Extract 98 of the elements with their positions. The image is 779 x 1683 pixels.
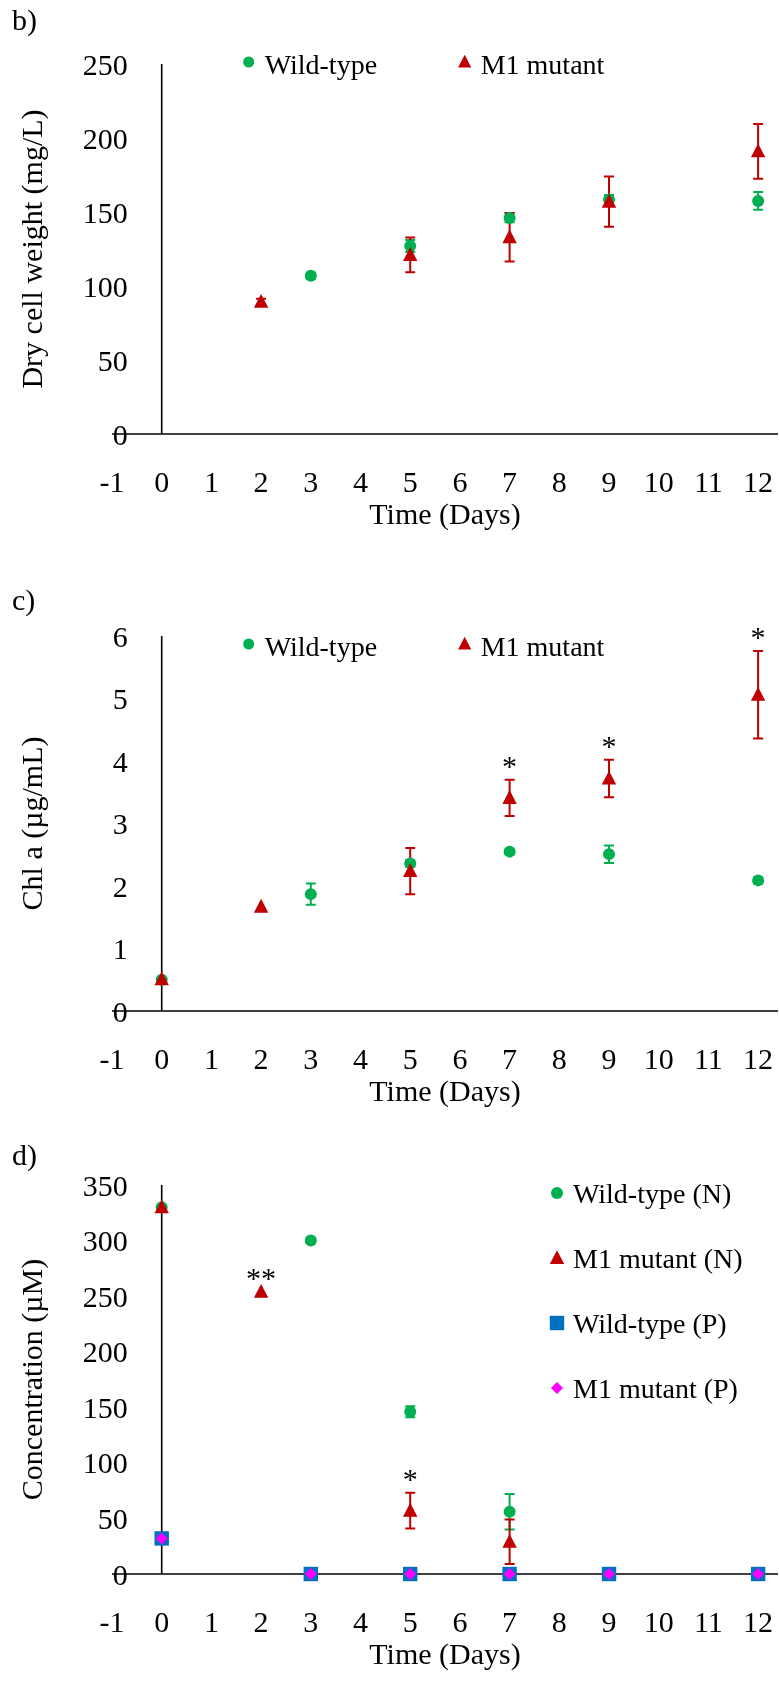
x-tick-label: 7	[502, 1042, 518, 1075]
x-tick-label: -1	[99, 465, 125, 498]
x-tick-label: 11	[693, 465, 723, 498]
y-tick-label: 250	[82, 1279, 128, 1313]
legend-label: M1 mutant	[480, 630, 605, 662]
x-tick-label: 7	[502, 1605, 518, 1638]
chart-title: d)	[12, 1138, 37, 1172]
x-axis-title: Time (Days)	[369, 1637, 521, 1671]
y-tick-label: 150	[82, 195, 128, 229]
y-tick-label: 300	[82, 1224, 128, 1258]
point	[750, 686, 766, 701]
point	[253, 293, 269, 308]
point	[502, 790, 517, 804]
x-tick-label: 3	[303, 465, 319, 498]
y-tick-label: 200	[82, 1335, 128, 1369]
annotation: *	[601, 728, 617, 762]
x-tick-label: 10	[643, 465, 674, 498]
x-tick-label: 10	[643, 1042, 674, 1075]
point	[603, 848, 616, 861]
legend-label: M1 mutant (N)	[573, 1242, 743, 1274]
y-tick-label: 200	[82, 121, 128, 155]
x-tick-label: 6	[452, 465, 468, 498]
x-tick-label: 6	[452, 1042, 468, 1075]
legend-label: M1 mutant (P)	[573, 1372, 738, 1404]
x-tick-label: 8	[551, 1605, 567, 1638]
annotation: *	[750, 620, 766, 653]
x-tick-label: 11	[693, 1605, 723, 1638]
x-tick-label: 7	[502, 465, 518, 498]
x-axis-title: Time (Days)	[369, 1074, 521, 1108]
x-tick-label: 12	[743, 1605, 774, 1638]
y-axis-title: Dry cell weight (mg/L)	[15, 109, 49, 389]
point	[403, 247, 418, 261]
x-tick-label: 8	[551, 1042, 567, 1075]
y-tick-label: 1	[112, 932, 128, 965]
x-tick-label: 2	[253, 1605, 269, 1638]
point	[752, 194, 765, 207]
annotation: *	[502, 748, 518, 782]
x-tick-label: 2	[253, 465, 269, 498]
point	[601, 770, 617, 785]
point	[304, 888, 317, 901]
chart-title: c)	[12, 583, 36, 617]
x-tick-label: -1	[99, 1042, 125, 1075]
x-tick-label: 8	[551, 465, 567, 498]
y-tick-label: 250	[82, 47, 128, 81]
y-tick-label: 2	[112, 869, 128, 903]
x-tick-label: 1	[203, 1042, 219, 1075]
x-tick-label: 3	[303, 1042, 319, 1075]
x-tick-label: 12	[743, 465, 774, 498]
y-tick-label: 350	[82, 1168, 128, 1202]
x-tick-label: 5	[402, 1042, 418, 1075]
point	[502, 1533, 517, 1548]
point	[253, 1283, 269, 1298]
legend-label: Wild-type (N)	[573, 1177, 732, 1209]
x-tick-label: 4	[353, 1042, 369, 1075]
x-tick-label: 0	[154, 465, 170, 498]
y-axis-title: Chl a (µg/mL)	[15, 736, 49, 911]
point	[502, 229, 517, 244]
x-tick-label: 0	[154, 1605, 170, 1638]
x-tick-label: 1	[203, 465, 219, 498]
x-tick-label: 11	[693, 1042, 723, 1075]
y-tick-label: 150	[82, 1390, 128, 1424]
y-tick-label: 5	[112, 682, 128, 715]
y-tick-label: 50	[97, 343, 128, 377]
y-tick-label: 100	[82, 269, 128, 303]
legend-label: Wild-type (P)	[573, 1307, 727, 1339]
y-axis-title: Concentration (µM)	[15, 1258, 49, 1501]
x-tick-label: 3	[303, 1605, 319, 1638]
y-tick-label: 3	[112, 807, 128, 840]
point	[253, 898, 269, 913]
annotation: *	[402, 1461, 418, 1495]
x-tick-label: 4	[353, 1605, 369, 1638]
x-tick-label: -1	[99, 1605, 125, 1638]
chart-title: b)	[12, 3, 37, 37]
y-tick-label: 100	[82, 1446, 128, 1480]
x-tick-label: 6	[452, 1605, 468, 1638]
point	[403, 863, 418, 877]
point	[403, 1502, 418, 1517]
x-tick-label: 9	[601, 1042, 617, 1075]
x-tick-label: 5	[402, 465, 418, 498]
x-tick-label: 9	[601, 1605, 617, 1638]
x-tick-label: 2	[253, 1042, 269, 1075]
legend-label: Wild-type	[264, 48, 378, 80]
y-tick-label: 4	[112, 744, 128, 778]
x-tick-label: 1	[203, 1605, 219, 1638]
x-tick-label: 4	[353, 465, 369, 498]
point	[750, 143, 766, 158]
x-tick-label: 9	[601, 465, 617, 498]
legend-label: Wild-type	[264, 630, 378, 662]
point	[503, 1505, 516, 1518]
y-tick-label: 50	[97, 1501, 128, 1535]
y-tick-label: 6	[112, 619, 128, 653]
legend-label: M1 mutant	[480, 48, 605, 80]
annotation: **	[246, 1260, 277, 1294]
x-tick-label: 10	[643, 1605, 674, 1638]
x-tick-label: 0	[154, 1042, 170, 1075]
x-tick-label: 12	[743, 1042, 774, 1075]
x-tick-label: 5	[402, 1605, 418, 1638]
x-axis-title: Time (Days)	[369, 497, 521, 531]
